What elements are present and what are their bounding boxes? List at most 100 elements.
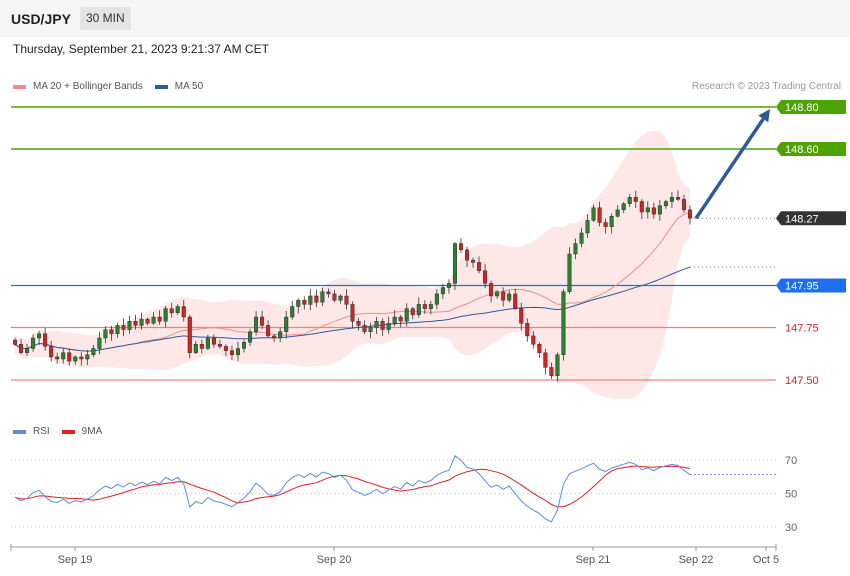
candle (302, 296, 307, 310)
candle-body (31, 337, 36, 349)
candle-body (175, 306, 180, 314)
candle-body (434, 293, 439, 305)
candle-body (308, 295, 313, 305)
candle-body (669, 197, 674, 202)
candle (428, 300, 433, 315)
candle (37, 330, 42, 345)
candle (193, 341, 198, 355)
candle-body (97, 337, 102, 349)
candle-body (525, 323, 530, 337)
candle-body (416, 304, 421, 316)
candle-body (663, 201, 668, 206)
candle (422, 300, 427, 315)
candle-body (410, 308, 415, 316)
candle-body (266, 325, 271, 337)
level-tag-148.80 (776, 100, 846, 114)
candle (597, 201, 602, 227)
candle (392, 310, 397, 327)
candle-body (61, 352, 66, 360)
candle (452, 242, 457, 291)
candle (211, 334, 216, 348)
bollinger-band (15, 130, 690, 400)
x-tick-label: Oct 5 (753, 554, 779, 566)
candle (651, 202, 656, 219)
legend-label-ma20: MA 20 + Bollinger Bands (33, 81, 143, 92)
candle-body (561, 291, 566, 355)
forecast-arrow-head (758, 109, 770, 123)
candle-body (446, 283, 451, 288)
candle-body (452, 243, 457, 284)
legend-label-9ma: 9MA (81, 426, 103, 437)
candle (31, 334, 36, 352)
candle-body (428, 304, 433, 309)
candle (266, 320, 271, 338)
candle (12, 337, 18, 346)
candle-body (103, 329, 108, 339)
candle (657, 199, 662, 221)
level-tag-148.27 (776, 211, 846, 226)
forecast-arrow-line (694, 117, 765, 220)
candle (332, 289, 337, 303)
candle-body (19, 344, 24, 353)
rsi-tick-label: 70 (785, 455, 797, 467)
candle (687, 205, 693, 225)
candle-body (350, 304, 355, 322)
candle-body (127, 321, 132, 330)
candle (507, 290, 512, 303)
interval-badge[interactable]: 30 MIN (80, 7, 131, 30)
candle (217, 339, 222, 349)
candle-body (651, 207, 656, 215)
candle (97, 331, 102, 355)
candle (181, 299, 186, 322)
candle (296, 298, 301, 314)
candle (458, 237, 463, 253)
candle-body (43, 333, 48, 347)
candle-body (392, 316, 397, 324)
candle-body (555, 354, 560, 376)
candle-body (290, 306, 295, 318)
candle (410, 306, 415, 320)
candle (79, 352, 84, 366)
candle-body (157, 316, 162, 322)
candle (495, 290, 500, 299)
candle-body (133, 321, 138, 326)
candle-body (211, 337, 216, 345)
candle (645, 201, 650, 219)
level-label-147.50: 147.50 (785, 375, 819, 387)
level-label-147.75: 147.75 (785, 323, 819, 335)
candle (669, 192, 674, 209)
candle-body (543, 352, 548, 368)
candle-body (121, 325, 126, 330)
candle-body (471, 260, 476, 263)
header-bar: USD/JPY 30 MIN (0, 0, 850, 37)
candle-body (344, 295, 349, 305)
candle (127, 315, 132, 334)
candle (555, 352, 560, 382)
candle (61, 348, 66, 364)
candle (489, 280, 494, 303)
candle (344, 289, 349, 310)
candle-body (501, 291, 506, 301)
candle-body (573, 243, 578, 255)
candle-body (187, 316, 192, 353)
candle-body (675, 197, 680, 200)
candle-body (109, 329, 114, 335)
timestamp: Thursday, September 21, 2023 9:21:37 AM … (13, 42, 269, 56)
candle (133, 314, 138, 330)
candle-body (242, 342, 247, 349)
candle (157, 310, 162, 325)
candle (139, 312, 144, 330)
candle-body (362, 325, 367, 332)
candle-body (302, 300, 307, 305)
candle (278, 327, 283, 343)
candle (223, 344, 228, 357)
legend-swatch-ma20 (13, 84, 26, 89)
candle-body (380, 321, 385, 330)
candle-body (229, 350, 234, 356)
candle (681, 194, 686, 213)
candle (404, 303, 409, 327)
candle (477, 256, 482, 274)
candle-body (25, 348, 30, 353)
